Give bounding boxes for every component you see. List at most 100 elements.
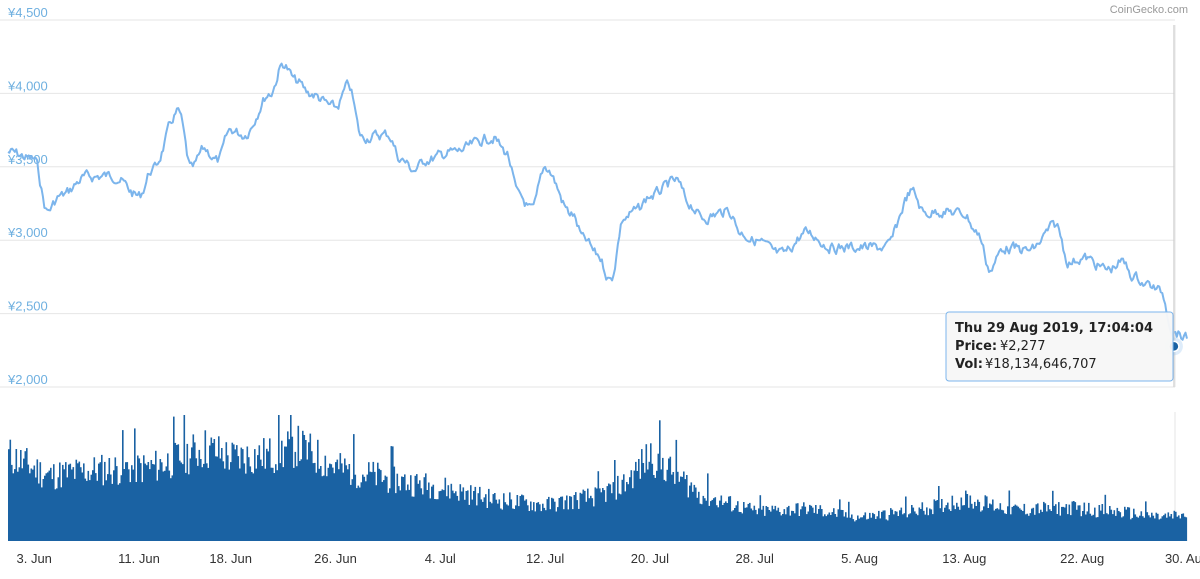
- volume-bar: [975, 506, 978, 541]
- volume-bar: [587, 488, 589, 541]
- x-tick-label[interactable]: 13. Aug: [942, 551, 986, 566]
- volume-bar: [1064, 507, 1066, 541]
- volume-bar: [368, 462, 370, 541]
- volume-bar: [794, 513, 796, 541]
- x-tick-label[interactable]: 11. Jun: [118, 551, 160, 566]
- volume-bar: [1152, 515, 1155, 541]
- volume-bars: [8, 415, 1188, 541]
- x-tick-label[interactable]: 12. Jul: [526, 551, 564, 566]
- volume-bar: [213, 439, 216, 541]
- volume-bar: [360, 482, 363, 541]
- volume-bar: [597, 471, 600, 541]
- volume-bar: [306, 459, 309, 541]
- x-tick-label[interactable]: 22. Aug: [1060, 551, 1104, 566]
- x-tick-label[interactable]: 30. Aug: [1165, 551, 1200, 566]
- volume-bar: [1088, 502, 1090, 541]
- volume-bar: [662, 457, 664, 541]
- volume-bar: [123, 469, 126, 541]
- volume-bar: [726, 503, 729, 541]
- volume-bar: [636, 471, 639, 541]
- x-tick-label[interactable]: 26. Jun: [314, 551, 357, 566]
- volume-bar: [161, 462, 163, 541]
- volume-bar: [29, 473, 31, 541]
- volume-bar: [1076, 509, 1078, 541]
- volume-bar: [891, 509, 894, 541]
- volume-bar: [483, 497, 486, 541]
- volume-bar: [528, 511, 531, 541]
- volume-bar: [768, 510, 771, 541]
- volume-bar: [615, 499, 618, 541]
- volume-bar: [18, 467, 21, 541]
- volume-bar: [297, 425, 300, 541]
- volume-bar: [905, 496, 907, 541]
- x-tick-label[interactable]: 28. Jul: [736, 551, 774, 566]
- volume-bar: [938, 486, 940, 541]
- volume-bar: [839, 499, 841, 541]
- volume-bar: [279, 463, 282, 541]
- volume-bar: [548, 496, 550, 541]
- volume-bar: [594, 487, 597, 541]
- volume-bar: [992, 499, 994, 541]
- y-tick-label: ¥2,000: [7, 372, 48, 387]
- volume-bar: [675, 439, 678, 541]
- volume-bar: [1067, 514, 1069, 541]
- volume-bar: [209, 445, 211, 541]
- volume-bar: [633, 470, 636, 541]
- volume-bar: [158, 469, 160, 541]
- volume-bar: [693, 484, 696, 541]
- volume-bar: [1019, 508, 1021, 541]
- volume-bar: [432, 484, 435, 541]
- x-tick-label[interactable]: 3. Jun: [16, 551, 51, 566]
- volume-bar: [873, 514, 876, 541]
- volume-bar: [663, 479, 666, 541]
- volume-bar: [45, 473, 48, 541]
- volume-bar: [830, 515, 832, 541]
- x-tick-label[interactable]: 5. Aug: [841, 551, 878, 566]
- volume-bar: [84, 478, 87, 541]
- volume-bar: [420, 488, 423, 541]
- x-tick-label[interactable]: 20. Jul: [631, 551, 669, 566]
- volume-bar: [584, 490, 586, 541]
- volume-bar: [384, 475, 387, 541]
- volume-bar: [1166, 517, 1168, 541]
- volume-bar: [696, 497, 699, 541]
- credit-link[interactable]: CoinGecko.com: [1110, 4, 1188, 16]
- volume-bar: [740, 512, 742, 541]
- volume-bar: [498, 499, 501, 541]
- volume-bar: [456, 495, 459, 541]
- volume-bar: [93, 457, 96, 541]
- volume-bar: [318, 468, 321, 541]
- volume-bar: [114, 457, 117, 541]
- volume-bar: [666, 469, 669, 541]
- volume-bar: [966, 494, 969, 541]
- x-axis-labels[interactable]: 3. Jun 11. Jun 18. Jun 26. Jun 4. Jul 12. Jul…: [16, 551, 1200, 566]
- volume-bar: [143, 455, 145, 541]
- volume-bar: [408, 489, 411, 541]
- volume-bar: [564, 500, 567, 541]
- volume-bar: [819, 505, 822, 541]
- volume-bar: [579, 492, 582, 541]
- volume-bar: [1007, 506, 1009, 541]
- volume-bar: [1082, 511, 1084, 541]
- tooltip-vol-value: ¥18,134,646,707: [985, 357, 1097, 372]
- volume-bar: [825, 516, 828, 541]
- volume-bar: [858, 518, 861, 541]
- volume-bar: [1134, 514, 1137, 541]
- volume-bar: [374, 471, 376, 541]
- volume-bar: [405, 490, 408, 541]
- volume-bar: [560, 496, 562, 541]
- volume-bar: [1095, 517, 1098, 541]
- volume-bar: [329, 463, 331, 541]
- volume-bar: [897, 516, 900, 541]
- volume-bar: [246, 446, 249, 541]
- volume-bar: [593, 506, 595, 541]
- x-tick-label[interactable]: 4. Jul: [425, 551, 456, 566]
- x-tick-label[interactable]: 18. Jun: [209, 551, 252, 566]
- volume-bar: [87, 470, 90, 541]
- volume-bar: [477, 493, 480, 541]
- volume-bar: [540, 511, 543, 541]
- volume-bar: [1143, 517, 1146, 541]
- tooltip: Thu 29 Aug 2019, 17:04:04 Price: ¥2,277 …: [945, 311, 1174, 382]
- volume-bar: [519, 496, 522, 541]
- volume-bar: [503, 493, 505, 541]
